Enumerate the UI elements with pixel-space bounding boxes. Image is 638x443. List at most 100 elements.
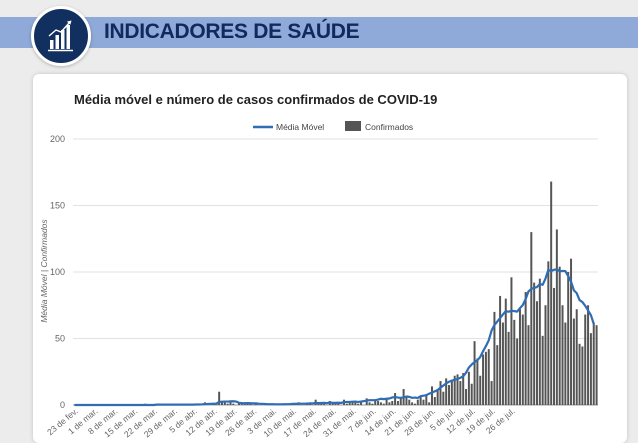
bar-confirmados bbox=[561, 305, 564, 405]
bar-confirmados bbox=[445, 378, 448, 405]
bar-confirmados bbox=[374, 399, 377, 405]
bar-confirmados bbox=[317, 403, 320, 405]
bar-confirmados bbox=[226, 403, 229, 405]
confirmados-bars bbox=[144, 181, 598, 405]
bar-confirmados bbox=[388, 402, 391, 405]
chart-svg: 0 50 100 150 200 23 de fev.1 de mar.8 de mar… bbox=[39, 121, 598, 439]
bar-confirmados bbox=[442, 391, 445, 405]
bar-confirmados bbox=[351, 401, 354, 405]
bar-confirmados bbox=[331, 403, 334, 405]
y-tick-label: 200 bbox=[50, 134, 65, 144]
bar-confirmados bbox=[220, 401, 223, 405]
bar-confirmados bbox=[348, 402, 351, 405]
bar-confirmados bbox=[433, 397, 436, 405]
media-movel-line-group bbox=[74, 268, 595, 407]
y-tick-label: 50 bbox=[55, 334, 65, 344]
bar-confirmados bbox=[436, 389, 439, 405]
bar-confirmados bbox=[377, 401, 380, 405]
bar-confirmados bbox=[530, 232, 533, 405]
bar-confirmados bbox=[541, 335, 544, 405]
bar-confirmados bbox=[578, 343, 581, 405]
bar-confirmados bbox=[379, 402, 382, 405]
bar-confirmados bbox=[584, 314, 587, 405]
legend-confirmados: Confirmados bbox=[365, 122, 413, 132]
bar-confirmados bbox=[371, 403, 374, 405]
chart-legend: Média Móvel Confirmados bbox=[253, 121, 413, 132]
bar-confirmados bbox=[524, 291, 527, 405]
bar-confirmados bbox=[587, 305, 590, 405]
bar-confirmados bbox=[550, 181, 553, 405]
bar-confirmados bbox=[337, 403, 340, 405]
bar-confirmados bbox=[553, 287, 556, 405]
bar-confirmados bbox=[430, 386, 433, 405]
bar-confirmados bbox=[476, 358, 479, 405]
bar-confirmados bbox=[493, 311, 496, 405]
bar-confirmados bbox=[592, 322, 595, 405]
bar-confirmados bbox=[527, 325, 530, 405]
bar-confirmados bbox=[555, 229, 558, 405]
y-tick-label: 150 bbox=[50, 201, 65, 211]
legend-media-movel: Média Móvel bbox=[276, 122, 324, 132]
bar-confirmados bbox=[456, 374, 459, 405]
y-tick-label: 0 bbox=[60, 400, 65, 410]
bar-confirmados bbox=[479, 375, 482, 405]
bar-confirmados bbox=[465, 389, 468, 405]
bar-confirmados bbox=[223, 402, 226, 405]
bar-confirmados bbox=[396, 401, 399, 405]
bar-confirmados bbox=[320, 403, 323, 405]
bar-confirmados bbox=[589, 333, 592, 405]
bar-confirmados bbox=[408, 399, 411, 405]
y-axis-label: Média Móvel | Confirmados bbox=[39, 219, 49, 323]
bar-confirmados bbox=[567, 272, 570, 405]
bar-confirmados bbox=[439, 381, 442, 405]
bar-confirmados bbox=[518, 309, 521, 405]
bar-confirmados bbox=[467, 371, 470, 405]
bar-confirmados bbox=[419, 395, 422, 405]
bar-confirmados bbox=[496, 345, 499, 405]
bar-confirmados bbox=[385, 398, 388, 405]
bar-confirmados bbox=[470, 383, 473, 405]
bar-confirmados bbox=[575, 309, 578, 405]
bar-chart-growth-icon bbox=[31, 6, 91, 66]
bar-confirmados bbox=[405, 397, 408, 405]
bar-confirmados bbox=[535, 301, 538, 405]
bar-confirmados bbox=[504, 298, 507, 405]
bar-confirmados bbox=[345, 403, 348, 405]
page-title: INDICADORES DE SAÚDE bbox=[104, 20, 360, 43]
bar-confirmados bbox=[501, 322, 504, 405]
bar-confirmados bbox=[570, 258, 573, 405]
bar-confirmados bbox=[357, 403, 360, 405]
bar-confirmados bbox=[450, 379, 453, 405]
bar-confirmados bbox=[229, 402, 232, 405]
media-movel-line bbox=[74, 268, 595, 407]
bar-confirmados bbox=[368, 402, 371, 405]
bar-confirmados bbox=[544, 305, 547, 405]
bar-confirmados bbox=[595, 325, 598, 405]
y-axis-ticks: 0 50 100 150 200 bbox=[50, 134, 65, 410]
bar-confirmados bbox=[422, 399, 425, 405]
bar-confirmados bbox=[510, 277, 513, 405]
bar-confirmados bbox=[490, 381, 493, 405]
bar-confirmados bbox=[394, 393, 397, 405]
header-banner bbox=[0, 17, 638, 48]
bar-confirmados bbox=[558, 266, 561, 405]
bar-confirmados bbox=[416, 399, 419, 405]
bar-confirmados bbox=[425, 394, 428, 405]
bar-confirmados bbox=[533, 282, 536, 405]
bar-confirmados bbox=[538, 278, 541, 405]
bar-confirmados bbox=[572, 318, 575, 405]
bar-confirmados bbox=[218, 391, 221, 405]
legend-bar-swatch bbox=[345, 121, 361, 131]
bar-confirmados bbox=[581, 346, 584, 405]
bar-confirmados bbox=[453, 375, 456, 405]
bar-confirmados bbox=[365, 398, 368, 405]
bar-confirmados bbox=[391, 401, 394, 405]
bar-confirmados bbox=[232, 403, 235, 405]
bar-confirmados bbox=[499, 295, 502, 405]
bar-confirmados bbox=[462, 373, 465, 405]
y-tick-label: 100 bbox=[50, 267, 65, 277]
bar-confirmados bbox=[513, 319, 516, 405]
bar-confirmados bbox=[487, 349, 490, 405]
x-axis-ticks: 23 de fev.1 de mar.8 de mar.15 de mar.22… bbox=[45, 406, 517, 439]
bar-confirmados bbox=[473, 341, 476, 405]
